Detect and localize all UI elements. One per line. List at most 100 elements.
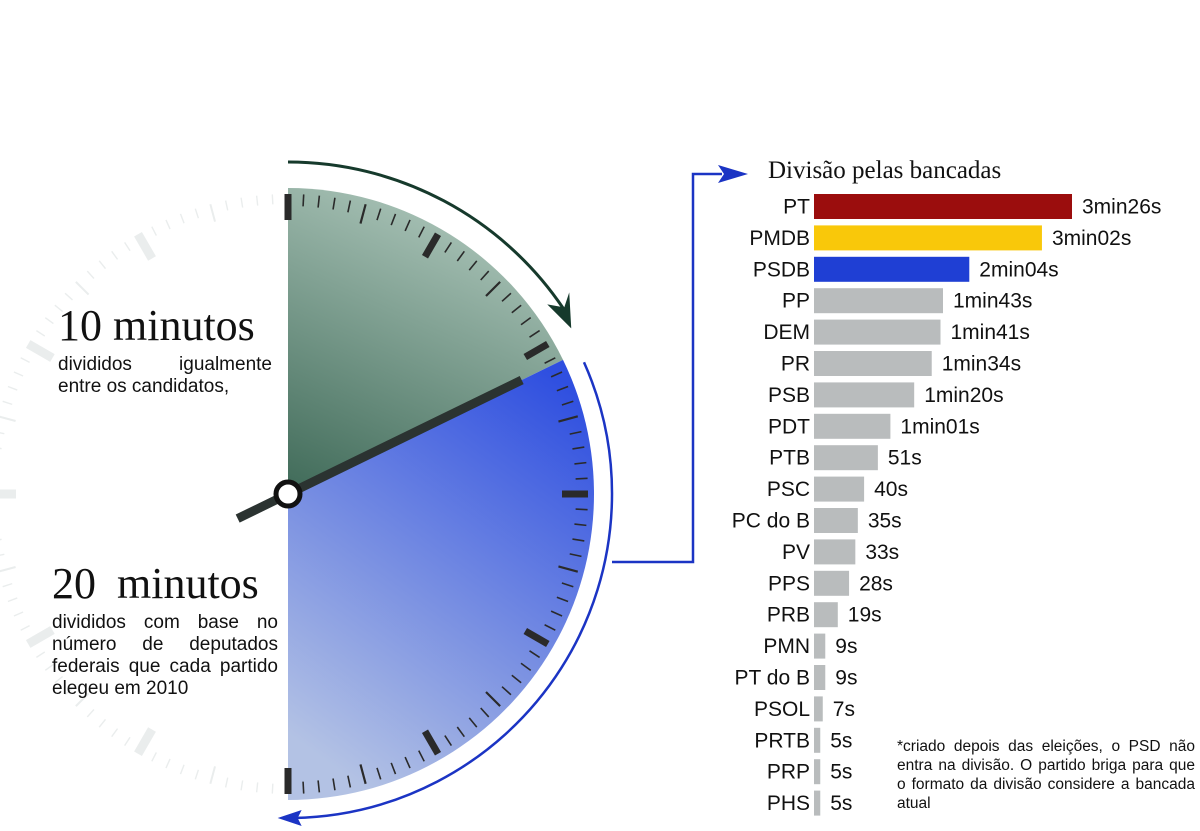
dial-tick <box>302 781 305 794</box>
dial-tick <box>511 304 522 314</box>
bar <box>814 476 865 502</box>
dial-tick <box>520 317 532 326</box>
dial-tick <box>569 430 582 435</box>
dial-tick <box>485 691 501 707</box>
faint-dial-tick <box>194 208 200 219</box>
faint-dial-tick <box>7 597 18 603</box>
faint-dial-tick <box>0 538 2 541</box>
category-label: PSDB <box>753 258 810 281</box>
dial-tick <box>511 674 522 684</box>
faint-dial-tick <box>165 219 171 230</box>
value-label: 3min26s <box>1082 196 1161 219</box>
faint-dial-tick <box>20 357 30 363</box>
faint-dial-tick <box>224 777 229 788</box>
category-label: PMN <box>763 635 810 658</box>
dial-tick <box>421 729 442 756</box>
bar <box>814 413 891 439</box>
dial-tick <box>572 538 585 542</box>
category-label: PR <box>781 353 810 376</box>
faint-dial-tick <box>64 687 73 696</box>
dial-tick <box>572 446 585 450</box>
bar <box>814 225 1042 251</box>
category-label: PDT <box>768 415 810 438</box>
faint-dial-tick <box>25 626 55 648</box>
value-label: 51s <box>888 447 922 470</box>
bar <box>814 570 850 596</box>
value-label: 35s <box>868 510 902 533</box>
bar <box>814 508 858 533</box>
faint-dial-tick <box>54 675 64 684</box>
bar <box>814 256 970 282</box>
value-label: 33s <box>865 541 899 564</box>
sector-10-minutes <box>288 188 564 494</box>
dial-tick <box>529 329 541 338</box>
dial-tick <box>556 596 569 603</box>
dial-tick <box>569 553 582 558</box>
category-label: DEM <box>763 321 810 344</box>
dial-tick <box>523 627 550 648</box>
faint-dial-tick <box>75 281 90 296</box>
value-label: 1min20s <box>924 384 1003 407</box>
chart-title: Divisão pelas bancadas <box>768 157 1001 184</box>
faint-dial-tick <box>124 242 131 252</box>
dial-ticks <box>284 194 588 794</box>
faint-dial-tick <box>209 766 216 785</box>
faint-dial-tick <box>54 304 64 313</box>
value-label: 1min34s <box>942 353 1021 376</box>
category-label: PT <box>783 196 810 219</box>
dial-tick <box>347 200 352 213</box>
faint-dial-tick <box>98 260 107 270</box>
faint-dial-tick <box>0 432 5 435</box>
dial-tick <box>561 400 574 406</box>
bar <box>814 539 856 565</box>
bar <box>814 351 932 376</box>
dial-tick <box>418 750 425 762</box>
dial-tick <box>456 726 465 738</box>
category-label: PV <box>782 541 810 564</box>
value-label: 7s <box>833 698 855 721</box>
faint-dial-tick <box>271 194 274 205</box>
faint-dial-tick <box>151 226 157 236</box>
bar-group: PT 3min26s PMDB 3min02s PSDB 2min04s PP 1min43s… <box>732 194 1161 816</box>
dial-tick <box>404 219 411 232</box>
value-label: 5s <box>830 792 852 815</box>
dial-tick <box>444 735 453 747</box>
faint-dial-tick <box>86 270 95 279</box>
dial-tick <box>317 195 321 208</box>
value-label: 28s <box>859 572 893 595</box>
dial-tick <box>574 461 587 465</box>
faint-dial-tick <box>20 625 30 631</box>
dial-tick <box>390 762 397 775</box>
dial-tick <box>575 508 588 511</box>
headline-20-minutos: 20 minutos <box>52 559 259 608</box>
dial-tick <box>480 707 490 718</box>
faint-dial-tick <box>271 783 274 794</box>
dial-tick <box>418 226 425 238</box>
dial-tick <box>523 340 550 361</box>
bar <box>814 759 821 785</box>
value-label: 1min43s <box>953 290 1032 313</box>
value-label: 19s <box>848 604 882 627</box>
dial-tick <box>480 270 490 281</box>
dial-tick <box>558 565 579 573</box>
faint-dial-tick <box>13 611 24 617</box>
category-label: PRP <box>767 761 810 784</box>
dial-tick <box>376 208 382 221</box>
value-label: 2min04s <box>979 258 1058 281</box>
value-label: 9s <box>835 635 857 658</box>
value-label: 1min01s <box>900 415 979 438</box>
faint-dial-tick <box>124 736 131 746</box>
faint-dial-tick <box>179 213 185 224</box>
bar <box>814 445 878 471</box>
category-label: PTB <box>769 447 810 470</box>
text-block-10-minutes: 10 minutos divididos igualmente entre os… <box>58 304 272 398</box>
faint-dial-tick <box>255 782 259 793</box>
faint-dial-tick <box>64 292 73 301</box>
dial-tick <box>501 292 512 302</box>
faint-dial-ticks <box>0 194 274 794</box>
arc-arrow-20-minutes <box>293 361 614 820</box>
dial-tick <box>574 523 587 527</box>
value-label: 5s <box>830 761 852 784</box>
arrowhead-20-minutes <box>277 809 302 826</box>
dial-tick <box>444 241 453 253</box>
